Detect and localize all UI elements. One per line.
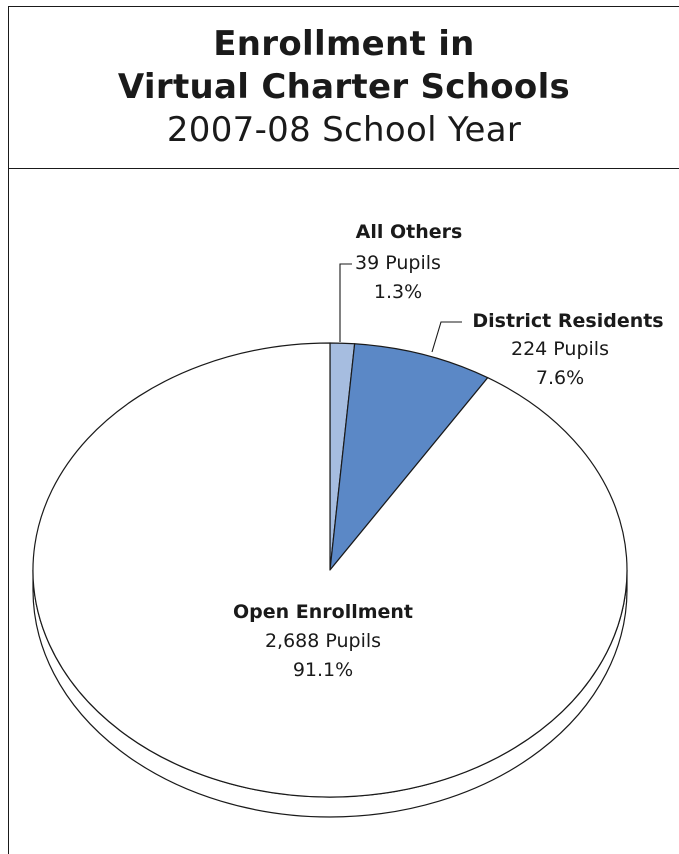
chart-frame — [8, 6, 679, 854]
label-district-residents-pupils: 224 Pupils — [511, 338, 609, 360]
label-open-enrollment-pupils: 2,688 Pupils — [265, 630, 381, 652]
label-all-others-percent: 1.3% — [374, 281, 422, 303]
chart-title-line2: Virtual Charter Schools — [117, 67, 571, 107]
label-open-enrollment-percent: 91.1% — [293, 659, 353, 681]
pie-slice-open-enrollment — [32, 342, 628, 798]
label-district-residents-name: District Residents — [472, 310, 663, 332]
label-district-residents-percent: 7.6% — [536, 367, 584, 389]
chart-subtitle: 2007-08 School Year — [166, 110, 522, 150]
leader-line-all-others — [339, 263, 352, 342]
label-all-others-pupils: 39 Pupils — [355, 252, 441, 274]
pie-slice-district-residents — [329, 343, 489, 571]
label-all-others-name: All Others — [356, 221, 463, 243]
label-open-enrollment-name: Open Enrollment — [233, 601, 413, 623]
leader-line-district-residents — [431, 321, 462, 353]
chart-title-box: Enrollment in Virtual Charter Schools 20… — [8, 6, 679, 169]
chart-title-line1: Enrollment in — [213, 24, 475, 64]
